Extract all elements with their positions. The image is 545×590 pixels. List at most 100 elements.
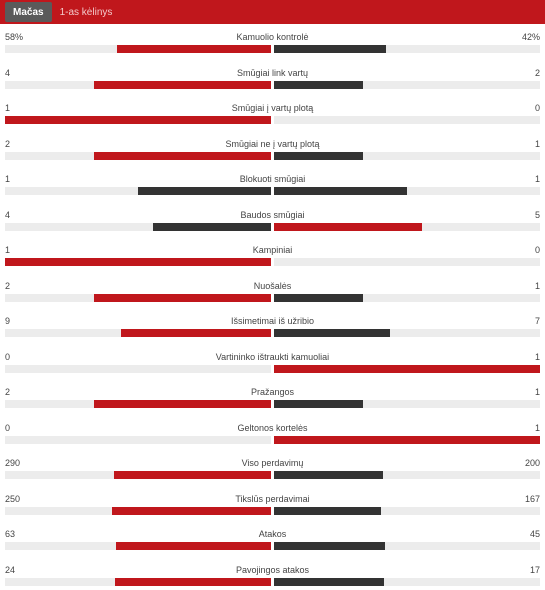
home-value: 24	[5, 564, 16, 575]
stat-row: 0 Vartininko ištraukti kamuoliai 1	[0, 344, 545, 380]
away-bar-track	[274, 258, 540, 266]
home-bar-track	[5, 80, 271, 89]
away-value: 167	[524, 493, 540, 504]
home-bar-track	[5, 258, 271, 266]
away-bar-track	[274, 471, 540, 479]
home-value: 290	[5, 458, 21, 468]
away-value: 2	[534, 67, 540, 78]
stats-list: 58% Kamuolio kontrolė 42% 4 Smūgiai link var…	[0, 24, 545, 590]
away-bar-track	[274, 116, 540, 124]
stat-label: Pavojingos atakos	[235, 564, 310, 575]
home-bar-track	[5, 435, 271, 444]
stat-label: Vartininko ištraukti kamuoliai	[215, 351, 330, 362]
stat-label: Baudos smūgiai	[240, 209, 305, 220]
away-bar-track	[274, 80, 540, 89]
away-bar-track	[274, 577, 540, 586]
home-bar-track	[5, 400, 271, 408]
stat-label: Viso perdavimų	[241, 458, 304, 468]
stat-label: Kampiniai	[252, 245, 293, 255]
home-bar-track	[5, 45, 271, 53]
home-bar-fill	[93, 80, 271, 89]
stat-row: 2 Smūgiai ne į vartų plotą 1	[0, 131, 545, 167]
stat-label: Tikslūs perdavimai	[235, 493, 310, 504]
away-bar-fill	[274, 80, 363, 89]
home-bar-fill	[115, 542, 271, 550]
away-value: 45	[529, 529, 540, 539]
away-value: 42%	[521, 32, 540, 42]
stat-label: Kamuolio kontrolė	[236, 32, 309, 42]
stat-row: 4 Baudos smūgiai 5	[0, 202, 545, 238]
home-bar-track	[5, 187, 271, 195]
home-bar-track	[5, 577, 271, 586]
away-bar-track	[274, 151, 540, 160]
away-bar-fill	[274, 364, 540, 373]
tab-first-half[interactable]: 1-as kėlinys	[59, 6, 113, 18]
home-bar-fill	[138, 187, 271, 195]
stat-label: Pražangos	[250, 387, 295, 397]
stat-row: 63 Atakos 45	[0, 521, 545, 557]
home-bar-fill	[116, 45, 271, 53]
stat-row: 1 Kampiniai 0	[0, 237, 545, 273]
tab-match[interactable]: Mačas	[5, 2, 52, 22]
stat-row: 1 Smūgiai į vartų plotą 0	[0, 95, 545, 131]
stat-label: Atakos	[258, 529, 287, 539]
away-bar-track	[274, 542, 540, 550]
stat-row: 290 Viso perdavimų 200	[0, 450, 545, 486]
home-bar-track	[5, 293, 271, 302]
stat-row: 9 Išsimetimai iš užribio 7	[0, 308, 545, 344]
away-bar-fill	[274, 400, 363, 408]
home-bar-fill	[115, 577, 271, 586]
away-bar-track	[274, 329, 540, 337]
stat-label: Išsimetimai iš užribio	[230, 316, 315, 326]
home-value: 63	[5, 529, 16, 539]
tab-bar: Mačas 1-as kėlinys	[0, 0, 545, 24]
away-bar-fill	[274, 506, 381, 515]
stat-label: Blokuoti smūgiai	[239, 174, 306, 184]
home-value: 58%	[5, 32, 24, 42]
home-value: 4	[5, 209, 11, 220]
stat-label: Geltonos kortelės	[237, 422, 308, 433]
away-bar-fill	[274, 435, 540, 444]
home-bar-fill	[5, 258, 271, 266]
stat-row: 1 Blokuoti smūgiai 1	[0, 166, 545, 202]
home-bar-fill	[5, 116, 271, 124]
home-bar-track	[5, 222, 271, 231]
away-value: 1	[534, 422, 540, 433]
home-value: 250	[5, 493, 21, 504]
away-bar-track	[274, 435, 540, 444]
home-value: 1	[5, 174, 11, 184]
away-bar-track	[274, 293, 540, 302]
stat-label: Nuošalės	[253, 280, 292, 291]
away-value: 1	[534, 138, 540, 149]
home-bar-track	[5, 471, 271, 479]
away-value: 1	[534, 387, 540, 397]
stat-row: 2 Pražangos 1	[0, 379, 545, 415]
stat-row: 58% Kamuolio kontrolė 42%	[0, 24, 545, 60]
away-value: 1	[534, 351, 540, 362]
away-bar-fill	[274, 471, 383, 479]
away-value: 1	[534, 174, 540, 184]
away-bar-fill	[274, 45, 386, 53]
home-value: 9	[5, 316, 11, 326]
away-bar-track	[274, 45, 540, 53]
away-bar-fill	[274, 293, 363, 302]
home-value: 1	[5, 103, 11, 113]
home-value: 2	[5, 280, 11, 291]
away-bar-track	[274, 222, 540, 231]
stat-label: Smūgiai ne į vartų plotą	[225, 138, 320, 149]
away-value: 17	[529, 564, 540, 575]
away-bar-fill	[274, 151, 363, 160]
away-bar-fill	[274, 329, 391, 337]
away-bar-track	[274, 364, 540, 373]
home-bar-track	[5, 542, 271, 550]
home-value: 4	[5, 67, 11, 78]
away-value: 1	[534, 280, 540, 291]
away-value: 200	[524, 458, 540, 468]
stat-row: 24 Pavojingos atakos 17	[0, 557, 545, 590]
stat-row: 0 Geltonos kortelės 1	[0, 415, 545, 451]
stat-label: Smūgiai link vartų	[236, 67, 309, 78]
away-bar-fill	[274, 542, 385, 550]
home-value: 0	[5, 351, 11, 362]
home-bar-fill	[152, 222, 271, 231]
away-bar-fill	[274, 577, 385, 586]
